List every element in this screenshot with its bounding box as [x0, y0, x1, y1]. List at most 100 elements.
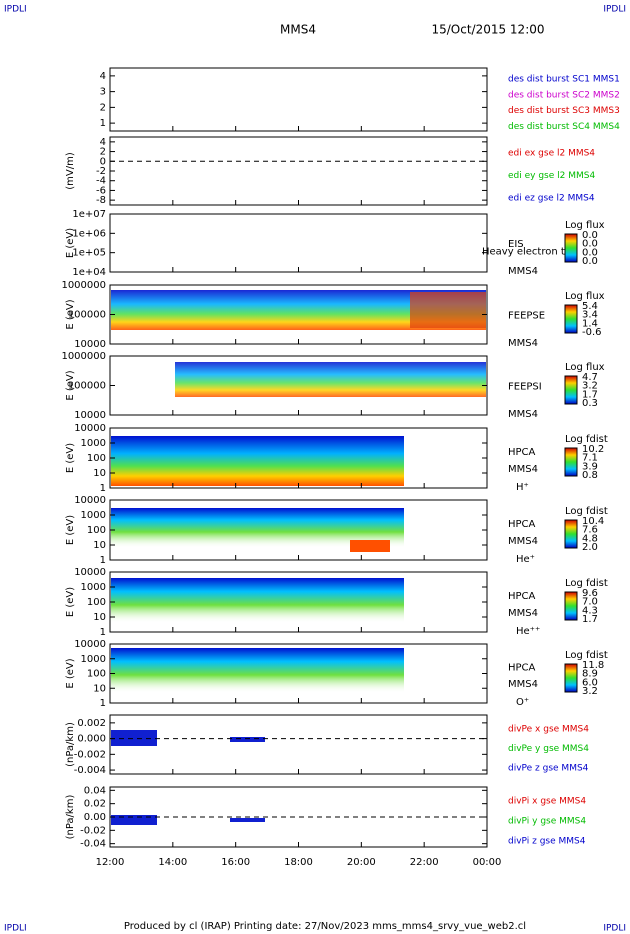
y-tick-label: 10000 [74, 567, 106, 578]
y-tick-label: 3 [100, 87, 106, 98]
colorbar [564, 591, 578, 621]
colorbar-label: 0.0 [582, 239, 598, 250]
panel-frame [109, 714, 488, 775]
y-tick-label: 10000 [74, 495, 106, 506]
instrument-label: MMS4 [508, 409, 538, 420]
legend-entry: divPi z gse MMS4 [508, 837, 586, 847]
legend-entry: des dist burst SC2 MMS2 [508, 90, 620, 100]
colorbar-label: -0.6 [582, 327, 602, 338]
colorbar-label: 7.1 [582, 453, 598, 464]
y-axis-label: E (eV) [65, 658, 76, 688]
colorbar-label: 1.7 [582, 389, 598, 400]
colorbar-title: Log flux [565, 220, 605, 231]
colorbar-label: 11.8 [582, 660, 604, 671]
footer: Produced by cl (IRAP) Printing date: 27/… [124, 921, 526, 932]
corner-label: IPDLI [4, 924, 27, 934]
instrument-label: O⁺ [516, 697, 529, 708]
y-tick-label: 100 [87, 669, 106, 680]
y-tick-label: 0.00 [84, 812, 106, 823]
y-tick-label: 10000 [74, 410, 106, 421]
colorbar-label: 1.7 [582, 614, 598, 625]
y-axis-label: E (eV) [65, 587, 76, 617]
y-tick-label: 1 [100, 698, 106, 709]
legend-entry: des dist burst SC3 MMS3 [508, 106, 620, 116]
colorbar-title: Log flux [565, 291, 605, 302]
y-tick-label: 10 [93, 683, 106, 694]
legend-entry: divPi y gse MMS4 [508, 817, 586, 827]
title: MMS4 [280, 23, 316, 37]
y-tick-label: 10000 [74, 639, 106, 650]
legend-entry: edi ex gse l2 MMS4 [508, 148, 595, 158]
y-axis-label: (nPa/km) [65, 795, 76, 840]
instrument-label: EIS [508, 239, 524, 250]
colorbar-label: 3.9 [582, 461, 598, 472]
instrument-label: HPCA [508, 591, 536, 602]
colorbar-label: 3.2 [582, 686, 598, 697]
colorbar [564, 447, 578, 477]
panel-frame [109, 67, 488, 132]
date: 15/Oct/2015 12:00 [431, 23, 544, 37]
instrument-label: He⁺⁺ [516, 626, 540, 637]
colorbar-label: 0.0 [582, 230, 598, 241]
colorbar [564, 375, 578, 405]
colorbar-label: 0.0 [582, 247, 598, 258]
y-axis-label: E (eV) [65, 443, 76, 473]
colorbar-label: 0.0 [582, 256, 598, 267]
colorbar-label: 3.2 [582, 381, 598, 392]
y-tick-label: 100 [87, 453, 106, 464]
panel-frame [109, 136, 488, 206]
instrument-label: HPCA [508, 519, 536, 530]
y-tick-label: 4 [100, 137, 106, 148]
y-tick-label: 1e+04 [72, 267, 106, 278]
y-tick-label: 100 [87, 525, 106, 536]
instrument-label: FEEPSI [508, 382, 542, 393]
colorbar-label: 2.0 [582, 542, 598, 553]
y-axis-label: E (eV) [65, 228, 76, 258]
y-tick-label: 4 [100, 71, 106, 82]
legend-entry: des dist burst SC1 MMS1 [508, 75, 620, 85]
corner-label: IPDLI [603, 924, 626, 934]
instrument-label: HPCA [508, 663, 536, 674]
y-axis-label: E (eV) [65, 515, 76, 545]
y-tick-label: 0.000 [77, 734, 106, 745]
y-tick-label: 1000000 [61, 351, 106, 362]
y-tick-label: 100000 [68, 381, 106, 392]
y-tick-label: -4 [96, 176, 106, 187]
legend-entry: edi ez gse l2 MMS4 [508, 194, 595, 204]
y-tick-label: 1000 [81, 510, 106, 521]
instrument-label: MMS4 [508, 464, 538, 475]
y-tick-label: 0 [100, 156, 106, 167]
legend-entry: des dist burst SC4 MMS4 [508, 122, 620, 132]
colorbar [564, 663, 578, 693]
colorbar-label: 0.8 [582, 470, 598, 481]
colorbar-title: Log fdist [565, 650, 608, 661]
colorbar-label: 4.3 [582, 605, 598, 616]
y-tick-label: 1000 [81, 438, 106, 449]
y-tick-label: 0.02 [84, 799, 106, 810]
y-tick-label: -0.04 [80, 839, 106, 850]
y-axis-label: E (eV) [65, 299, 76, 329]
y-axis-label: E (eV) [65, 370, 76, 400]
x-tick-label: 14:00 [158, 857, 187, 868]
instrument-label: MMS4 [508, 679, 538, 690]
y-axis-label: (nPa/km) [65, 722, 76, 767]
y-tick-label: -2 [96, 166, 106, 177]
colorbar-label: 5.4 [582, 301, 598, 312]
y-tick-label: -0.02 [80, 825, 106, 836]
colorbar-label: 4.7 [582, 372, 598, 383]
y-tick-label: -8 [96, 195, 106, 206]
colorbar [564, 233, 578, 263]
colorbar [564, 519, 578, 549]
colorbar-label: 7.6 [582, 525, 598, 536]
instrument-label: MMS4 [508, 338, 538, 349]
colorbar [564, 304, 578, 334]
instrument-label: MMS4 [508, 536, 538, 547]
y-tick-label: 1 [100, 555, 106, 566]
y-tick-label: 10000 [74, 423, 106, 434]
overlay-label: Heavy electron to [482, 247, 571, 258]
y-tick-label: 100 [87, 597, 106, 608]
instrument-label: HPCA [508, 447, 536, 458]
y-tick-label: 1 [100, 627, 106, 638]
y-tick-label: 0.002 [77, 718, 106, 729]
y-tick-label: 10 [93, 468, 106, 479]
